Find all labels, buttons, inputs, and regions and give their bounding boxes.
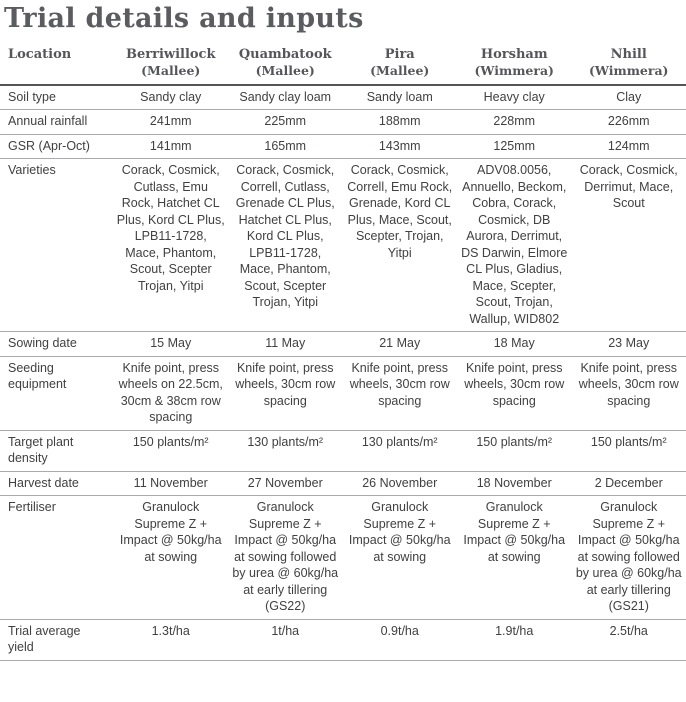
table-cell: 228mm <box>493 114 536 129</box>
row-label-trial-average-yield: Trial average yield <box>8 623 81 655</box>
location-region: (Mallee) <box>255 62 315 78</box>
column-header-berriwillock: Berriwillock (Mallee) <box>113 45 228 85</box>
table-cell: 2.5t/ha <box>609 623 648 638</box>
page-title: Trial details and inputs <box>4 3 364 34</box>
table-cell: 1.9t/ha <box>495 623 534 638</box>
table-row-seeding-equipment: Seeding equipment Knife point, press whe… <box>0 356 686 431</box>
table-cell: 188mm <box>378 114 421 129</box>
table-cell: 241mm <box>149 114 192 129</box>
location-name: Berriwillock <box>125 46 216 62</box>
header-row: Location Berriwillock (Mallee) Quambatoo… <box>0 45 686 85</box>
table-cell: Clay <box>616 89 642 104</box>
table-cell: 27 November <box>247 475 323 490</box>
table-cell: 130 plants/m² <box>361 434 438 449</box>
location-region: (Mallee) <box>370 62 430 78</box>
table-cell: Sandy clay loam <box>239 89 332 104</box>
table-cell: 124mm <box>607 138 650 153</box>
table-row-target-plant-density: Target plant density 150 plants/m² 130 p… <box>0 430 686 472</box>
table-row-fertiliser: Fertiliser Granulock Supreme Z + Impact … <box>0 496 686 620</box>
table-cell: 11 May <box>265 336 306 351</box>
trial-details-table: Location Berriwillock (Mallee) Quambatoo… <box>0 45 686 661</box>
table-cell: Sandy loam <box>366 89 433 104</box>
table-cell: 150 plants/m² <box>132 434 209 449</box>
table-cell: 150 plants/m² <box>476 434 553 449</box>
table-cell: 26 November <box>362 475 438 490</box>
table-cell: Knife point, press wheels, 30cm row spac… <box>349 360 450 408</box>
table-row-harvest-date: Harvest date 11 November 27 November 26 … <box>0 471 686 496</box>
table-row-annual-rainfall: Annual rainfall 241mm 225mm 188mm 228mm … <box>0 110 686 135</box>
table-cell: 143mm <box>378 138 421 153</box>
table-cell: 1.3t/ha <box>151 623 190 638</box>
row-label-harvest-date: Harvest date <box>8 475 79 490</box>
column-header-quambatook: Quambatook (Mallee) <box>228 45 343 85</box>
table-cell: Knife point, press wheels, 30cm row spac… <box>578 360 679 408</box>
table-cell: 165mm <box>264 138 307 153</box>
table-row-gsr: GSR (Apr-Oct) 141mm 165mm 143mm 125mm 12… <box>0 134 686 159</box>
table-cell: 23 May <box>608 336 650 351</box>
table-cell: Granulock Supreme Z + Impact @ 50kg/ha a… <box>348 500 451 564</box>
column-header-horsham: Horsham (Wimmera) <box>457 45 572 85</box>
row-label-sowing-date: Sowing date <box>8 336 77 351</box>
table-cell: 226mm <box>607 114 650 129</box>
table-cell: Granulock Supreme Z + Impact @ 50kg/ha a… <box>232 500 339 614</box>
table-cell: Corack, Cosmick, Correll, Cutlass, Grena… <box>235 163 335 310</box>
table-cell: Knife point, press wheels, 30cm row spac… <box>235 360 336 408</box>
row-label-soil-type: Soil type <box>8 89 56 104</box>
table-cell: 15 May <box>150 336 192 351</box>
table-header: Location Berriwillock (Mallee) Quambatoo… <box>0 45 686 85</box>
table-cell: 18 November <box>476 475 552 490</box>
table-cell: Corack, Cosmick, Correll, Emu Rock, Gren… <box>347 163 453 260</box>
location-region: (Wimmera) <box>474 62 554 78</box>
table-cell: Granulock Supreme Z + Impact @ 50kg/ha a… <box>575 500 682 614</box>
table-cell: 1t/ha <box>271 623 300 638</box>
table-cell: 11 November <box>133 475 208 490</box>
table-cell: Corack, Cosmick, Derrimut, Mace, Scout <box>579 163 678 211</box>
table-row-trial-average-yield: Trial average yield 1.3t/ha 1t/ha 0.9t/h… <box>0 619 686 661</box>
location-region: (Wimmera) <box>588 62 669 78</box>
table-cell: Granulock Supreme Z + Impact @ 50kg/ha a… <box>119 500 222 564</box>
table-cell: 125mm <box>493 138 536 153</box>
column-header-nhill: Nhill (Wimmera) <box>571 45 686 85</box>
table-cell: 130 plants/m² <box>247 434 324 449</box>
table-cell: Granulock Supreme Z + Impact @ 50kg/ha a… <box>463 500 566 564</box>
column-header-pira: Pira (Mallee) <box>342 45 457 85</box>
location-region: (Mallee) <box>141 62 201 78</box>
row-label-target-plant-density: Target plant density <box>8 434 74 466</box>
table-row-varieties: Varieties Corack, Cosmick, Cutlass, Emu … <box>0 159 686 332</box>
location-name: Pira <box>384 46 415 62</box>
table-cell: 0.9t/ha <box>380 623 419 638</box>
table-cell: 225mm <box>264 114 307 129</box>
table-cell: 18 May <box>493 336 535 351</box>
location-name: Nhill <box>610 46 647 62</box>
row-label-varieties: Varieties <box>8 163 56 178</box>
table-cell: Sandy clay <box>140 89 202 104</box>
location-name: Quambatook <box>238 46 332 62</box>
table-cell: 2 December <box>594 475 663 490</box>
location-name: Horsham <box>480 46 548 62</box>
table-cell: 150 plants/m² <box>590 434 667 449</box>
row-label-gsr: GSR (Apr-Oct) <box>8 138 90 153</box>
table-cell: Corack, Cosmick, Cutlass, Emu Rock, Hatc… <box>116 163 225 293</box>
table-cell: ADV08.0056, Annuello, Beckom, Cobra, Cor… <box>461 163 568 326</box>
table-row-soil-type: Soil type Sandy clay Sandy clay loam San… <box>0 85 686 110</box>
row-label-seeding-equipment: Seeding equipment <box>8 360 67 392</box>
table-cell: 141mm <box>149 138 192 153</box>
table-body: Soil type Sandy clay Sandy clay loam San… <box>0 85 686 661</box>
row-label-annual-rainfall: Annual rainfall <box>8 114 88 129</box>
table-row-sowing-date: Sowing date 15 May 11 May 21 May 18 May … <box>0 332 686 357</box>
column-header-location: Location <box>8 46 72 62</box>
table-cell: Knife point, press wheels on 22.5cm, 30c… <box>118 360 223 425</box>
row-label-fertiliser: Fertiliser <box>8 500 56 515</box>
table-cell: Knife point, press wheels, 30cm row spac… <box>464 360 565 408</box>
table-cell: Heavy clay <box>483 89 545 104</box>
table-cell: 21 May <box>379 336 421 351</box>
